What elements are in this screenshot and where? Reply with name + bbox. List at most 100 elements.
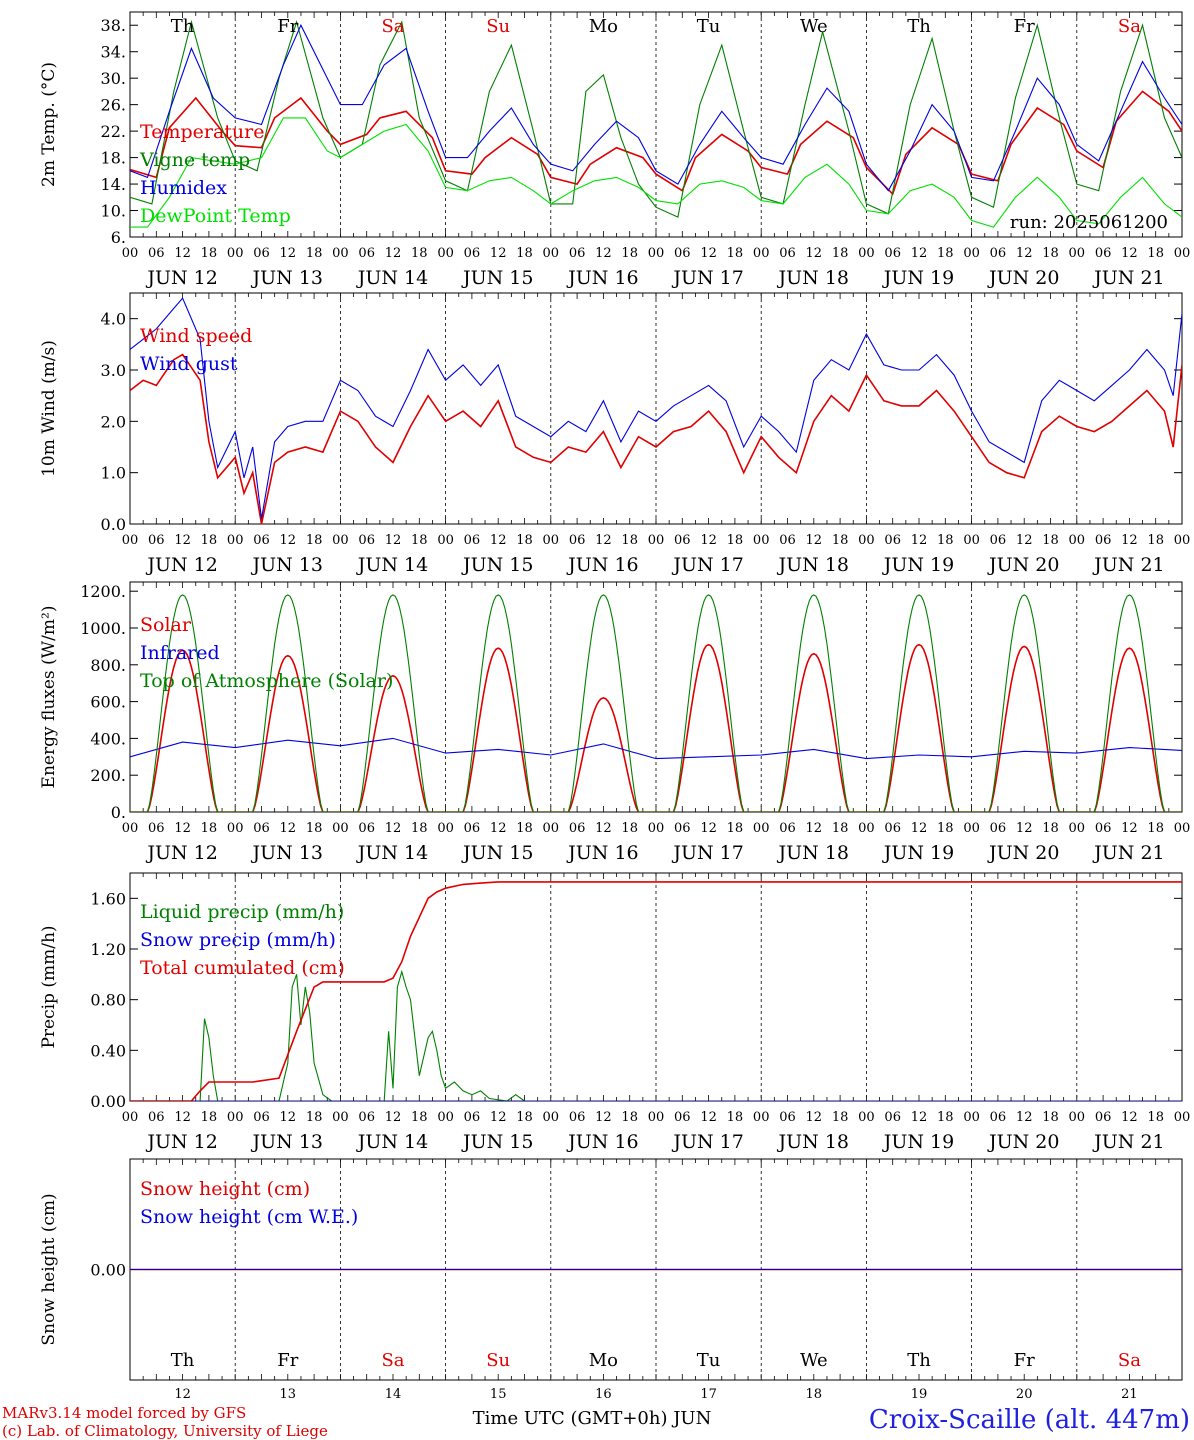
hour-label: 12 [174,821,191,836]
series-group [130,881,1182,1101]
date-label: JUN 19 [882,842,954,864]
hour-label: 06 [1095,533,1112,548]
legend-entry: Wind gust [140,353,238,375]
hour-label: 18 [306,246,323,261]
hour-label: 06 [253,246,270,261]
hour-label: 00 [1069,533,1086,548]
y-tick-label: 0.00 [90,1261,126,1280]
y-tick-label: 10. [101,202,126,221]
date-number: 13 [280,1387,297,1402]
hour-label: 12 [385,821,402,836]
hour-label: 00 [648,821,665,836]
y-tick-label: 22. [101,122,126,141]
date-label: JUN 13 [251,1131,323,1153]
y-axis-label: Energy fluxes (W/m²) [39,606,59,789]
y-tick-label: 14. [101,175,126,194]
date-label: JUN 15 [461,554,533,576]
hour-label: 12 [595,533,612,548]
date-label: JUN 16 [566,267,638,289]
hour-label: 00 [227,1110,244,1125]
series-group [130,297,1182,524]
hour-label: 06 [464,1110,481,1125]
y-tick-label: 6. [111,228,126,247]
date-label: JUN 18 [777,267,849,289]
day-name: Su [486,1350,510,1371]
date-label: JUN 17 [671,842,743,864]
day-name: Th [907,1350,931,1371]
series-group [130,19,1182,228]
y-axis-label: 2m Temp. (°C) [39,62,59,187]
hour-label: 00 [332,533,349,548]
hour-label: 00 [543,821,560,836]
hour-label: 18 [727,1110,744,1125]
hour-label: 00 [648,533,665,548]
hour-label: 18 [1147,821,1164,836]
hour-label: 00 [1069,1110,1086,1125]
y-tick-label: 0.80 [90,991,126,1010]
hour-label: 00 [332,1110,349,1125]
y-tick-label: 4.0 [101,310,126,329]
day-name: Tu [697,1350,721,1371]
date-label: JUN 12 [145,1131,217,1153]
hour-label: 00 [963,246,980,261]
hour-label: 00 [227,821,244,836]
date-label: JUN 17 [671,267,743,289]
series-group [130,594,1182,812]
hour-label: 06 [464,821,481,836]
legend-entry: Total cumulated (cm) [140,957,345,979]
hour-label: 06 [464,246,481,261]
hour-label: 06 [674,821,691,836]
hour-label: 06 [779,821,796,836]
hour-label: 18 [1147,246,1164,261]
hour-label: 00 [753,1110,770,1125]
date-label: JUN 12 [145,554,217,576]
hour-label: 18 [201,246,218,261]
hour-label: 06 [569,821,586,836]
day-name: Sa [1118,16,1141,37]
hour-label: 18 [306,1110,323,1125]
hour-label: 18 [411,821,428,836]
plot-frame [129,11,1183,238]
hour-label: 06 [358,246,375,261]
hour-label: 18 [937,246,954,261]
day-name: Fr [1014,1350,1035,1371]
hour-label: 06 [884,821,901,836]
hour-label: 00 [858,533,875,548]
date-number: 18 [806,1387,823,1402]
date-label: JUN 19 [882,554,954,576]
hour-label: 12 [385,533,402,548]
hour-label: 18 [201,1110,218,1125]
hour-label: 06 [990,533,1007,548]
hour-label: 12 [911,533,928,548]
hour-label: 00 [543,1110,560,1125]
hour-label: 00 [437,533,454,548]
series-solar [130,643,1182,812]
hour-label: 18 [937,533,954,548]
date-label: JUN 15 [461,1131,533,1153]
series-top-of-atmosphere-solar- [130,594,1182,812]
hour-label: 18 [1042,246,1059,261]
y-tick-label: 1.20 [90,940,126,959]
hour-label: 00 [963,1110,980,1125]
y-tick-label: 30. [101,69,126,88]
hour-label: 18 [727,533,744,548]
hour-label: 06 [148,533,165,548]
hour-label: 18 [1042,1110,1059,1125]
day-name: Mo [589,16,618,37]
hour-label: 18 [516,821,533,836]
series-total-cumulated-cm- [130,881,1182,1101]
date-label: JUN 20 [987,267,1059,289]
hour-label: 18 [832,246,849,261]
date-label: JUN 14 [356,1131,428,1153]
hour-label: 12 [490,533,507,548]
hour-label: 18 [306,533,323,548]
legend-entry: Snow height (cm W.E.) [140,1206,358,1228]
y-axis-label: Snow height (cm) [39,1193,59,1345]
date-label: JUN 13 [251,554,323,576]
hour-label: 12 [490,821,507,836]
hour-label: 06 [358,821,375,836]
date-label: JUN 13 [251,842,323,864]
panel-4: 0.00 0.40 0.80 1.20 1.60 Precip (mm/h) Liquid … [39,872,1190,1153]
hour-label: 18 [937,821,954,836]
y-tick-label: 34. [101,43,126,62]
